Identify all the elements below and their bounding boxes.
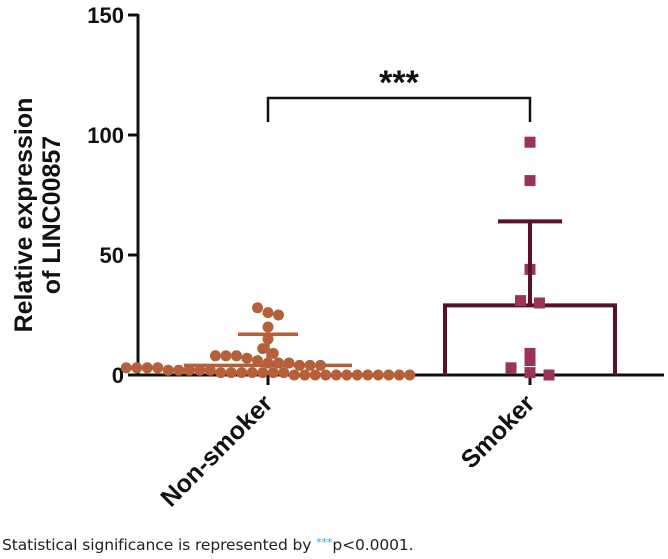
data-point [341, 369, 353, 381]
data-point [236, 367, 248, 379]
data-point [505, 362, 517, 374]
data-point [534, 297, 545, 309]
data-point [173, 364, 185, 376]
data-point [241, 352, 253, 364]
data-point [231, 350, 242, 362]
y-tick-label: 0 [112, 363, 124, 388]
data-point [267, 347, 279, 359]
data-point [131, 362, 143, 374]
data-point [278, 367, 290, 379]
data-point [210, 350, 221, 362]
data-point [299, 369, 311, 381]
data-point [162, 364, 174, 376]
data-point [262, 307, 274, 319]
caption-text-before: Statistical significance is represented … [2, 536, 317, 554]
data-point [524, 347, 536, 359]
data-point [120, 362, 132, 374]
y-tick-label: 100 [87, 123, 124, 148]
data-point [246, 367, 258, 379]
bracket-line [266, 96, 532, 122]
x-tick-label: Non-smoker [155, 389, 278, 512]
data-point [257, 343, 269, 355]
data-point [372, 369, 384, 381]
data-point [183, 364, 195, 376]
data-point [204, 364, 216, 376]
data-groups [120, 136, 617, 381]
y-axis-title-line: Relative expression [10, 98, 38, 333]
data-point [309, 369, 321, 381]
caption-stars: *** [316, 536, 333, 549]
data-point [524, 136, 536, 148]
data-point [330, 369, 342, 381]
data-point [262, 321, 274, 333]
data-point [351, 369, 363, 381]
data-point [257, 367, 269, 379]
data-point [273, 309, 284, 321]
data-point [515, 295, 526, 307]
data-point [524, 367, 536, 379]
data-point [393, 369, 405, 381]
data-point [220, 350, 232, 362]
data-point [543, 369, 555, 381]
data-point [194, 364, 206, 376]
significance-bracket: *** [266, 64, 532, 122]
data-point [320, 369, 332, 381]
scatter-dot-plot: 0 50 100 150 Non-smoker Smoker Relative expr… [10, 3, 664, 512]
data-point [267, 367, 279, 379]
figure-caption: Statistical significance is represented … [2, 536, 414, 554]
caption-text-after: p<0.0001. [332, 536, 414, 554]
data-point [288, 369, 300, 381]
data-point [215, 367, 227, 379]
significance-stars: *** [379, 64, 419, 102]
x-tick-label: Smoker [456, 389, 541, 474]
data-point [524, 355, 536, 367]
y-tick-label: 150 [87, 3, 124, 28]
x-axis-ticks: Non-smoker Smoker [155, 375, 540, 512]
data-point [362, 369, 374, 381]
data-point [225, 367, 237, 379]
y-tick-label: 50 [100, 243, 124, 268]
y-axis-ticks: 0 50 100 150 [87, 3, 138, 388]
data-point [152, 362, 164, 374]
data-point [141, 362, 153, 374]
data-point [524, 175, 536, 187]
data-point [404, 369, 416, 381]
y-axis-title-line: of LINC00857 [38, 136, 66, 294]
data-point [383, 369, 395, 381]
data-point [252, 355, 263, 367]
y-axis-title: Relative expression of LINC00857 [10, 98, 66, 333]
data-point [252, 302, 263, 314]
